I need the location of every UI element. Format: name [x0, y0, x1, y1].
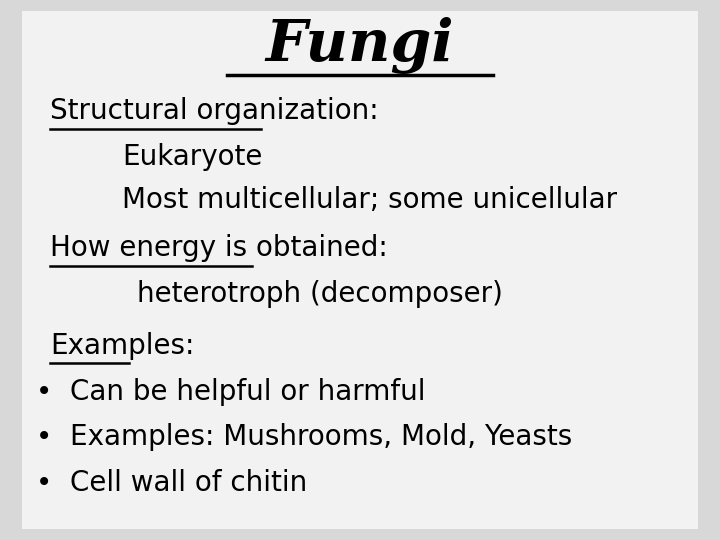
Text: •  Can be helpful or harmful: • Can be helpful or harmful [36, 377, 426, 406]
Text: Examples:: Examples: [50, 332, 195, 360]
Text: •  Examples: Mushrooms, Mold, Yeasts: • Examples: Mushrooms, Mold, Yeasts [36, 423, 572, 451]
Text: Eukaryote: Eukaryote [122, 143, 263, 171]
Text: Most multicellular; some unicellular: Most multicellular; some unicellular [122, 186, 618, 214]
Text: Fungi: Fungi [266, 17, 454, 75]
Text: heterotroph (decomposer): heterotroph (decomposer) [137, 280, 503, 308]
Text: How energy is obtained:: How energy is obtained: [50, 234, 388, 262]
Text: Structural organization:: Structural organization: [50, 97, 379, 125]
Text: •  Cell wall of chitin: • Cell wall of chitin [36, 469, 307, 497]
